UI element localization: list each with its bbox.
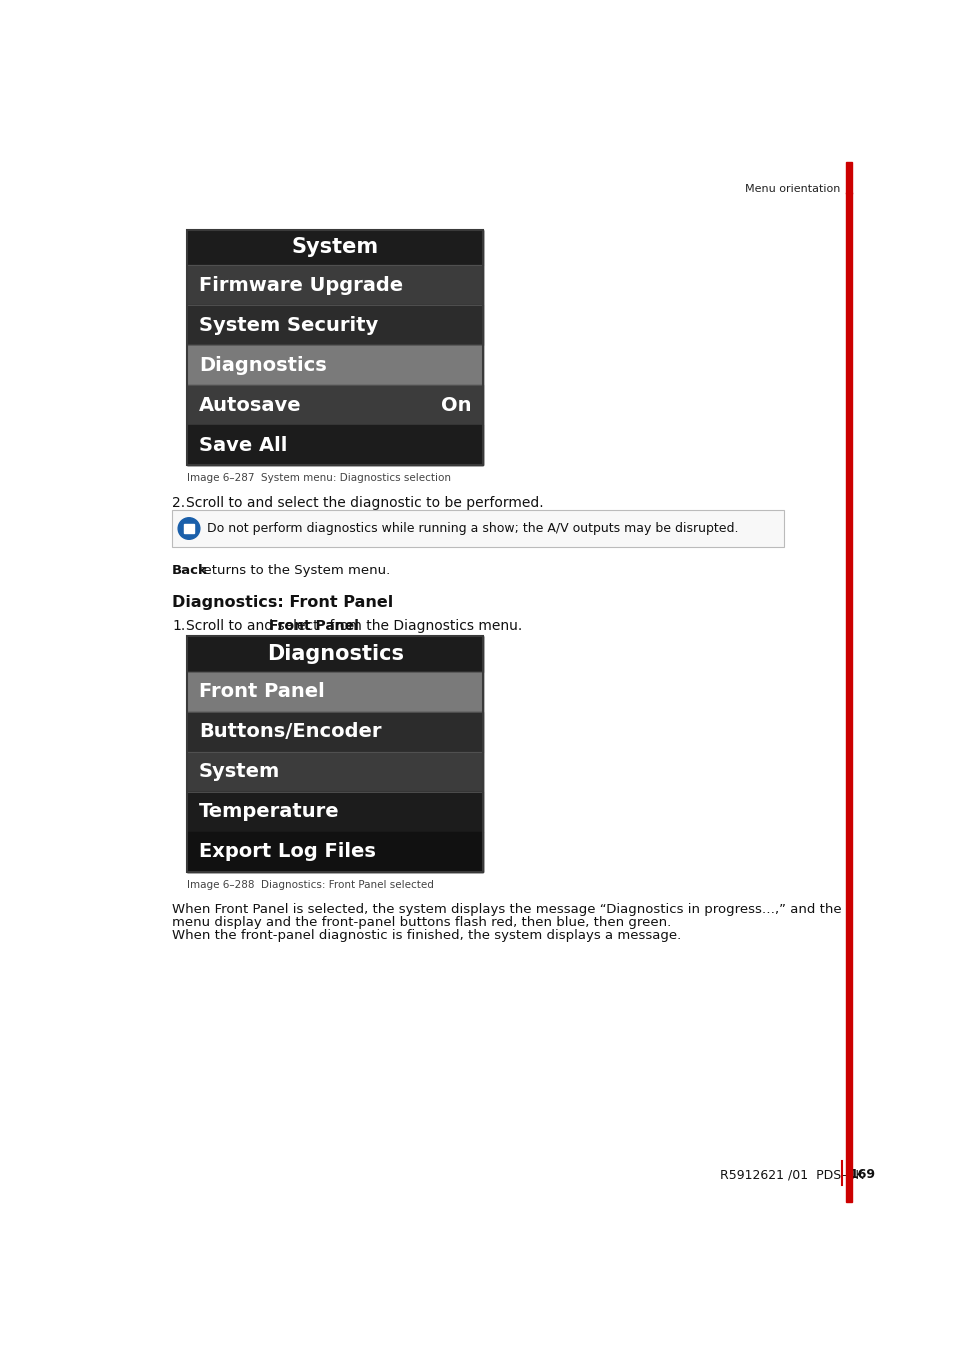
Bar xyxy=(187,265,483,305)
Bar xyxy=(172,510,783,547)
Text: returns to the System menu.: returns to the System menu. xyxy=(193,564,390,576)
Text: 1.: 1. xyxy=(172,620,185,633)
Bar xyxy=(845,162,852,1202)
Bar xyxy=(187,230,483,466)
Text: Image 6–287  System menu: Diagnostics selection: Image 6–287 System menu: Diagnostics sel… xyxy=(187,472,451,483)
Text: Autosave: Autosave xyxy=(199,396,301,414)
Text: When Front Panel is selected, the system displays the message “Diagnostics in pr: When Front Panel is selected, the system… xyxy=(172,903,841,915)
Text: Menu orientation: Menu orientation xyxy=(744,184,840,193)
Bar xyxy=(187,230,483,265)
Circle shape xyxy=(178,518,199,539)
Text: Scroll to and select: Scroll to and select xyxy=(186,620,322,633)
Bar xyxy=(187,832,483,872)
Bar xyxy=(187,346,483,385)
Text: menu display and the front-panel buttons flash red, then blue, then green.: menu display and the front-panel buttons… xyxy=(172,915,671,929)
Text: Firmware Upgrade: Firmware Upgrade xyxy=(199,275,403,294)
Text: Save All: Save All xyxy=(199,436,287,455)
Bar xyxy=(183,524,194,527)
Text: from the Diagnostics menu.: from the Diagnostics menu. xyxy=(324,620,521,633)
Text: Do not perform diagnostics while running a show; the A/V outputs may be disrupte: Do not perform diagnostics while running… xyxy=(207,522,738,535)
Text: Front Panel: Front Panel xyxy=(269,620,358,633)
Text: Image 6–288  Diagnostics: Front Panel selected: Image 6–288 Diagnostics: Front Panel sel… xyxy=(187,880,434,890)
Text: Front Panel: Front Panel xyxy=(199,682,324,701)
Text: Diagnostics: Diagnostics xyxy=(267,644,403,664)
Text: Export Log Files: Export Log Files xyxy=(199,842,375,861)
Bar xyxy=(187,425,483,466)
Bar xyxy=(183,528,194,529)
Bar xyxy=(187,752,483,792)
Bar xyxy=(187,385,483,425)
Text: R5912621 /01  PDS–4K: R5912621 /01 PDS–4K xyxy=(720,1168,862,1181)
Text: Buttons/Encoder: Buttons/Encoder xyxy=(199,722,381,741)
Text: Temperature: Temperature xyxy=(199,802,339,821)
Bar xyxy=(187,636,483,872)
Text: On: On xyxy=(441,396,472,414)
Text: Back: Back xyxy=(172,564,208,576)
Text: Diagnostics: Diagnostics xyxy=(199,356,327,375)
Bar xyxy=(187,305,483,346)
Text: 2.: 2. xyxy=(172,497,185,510)
Bar xyxy=(187,636,483,872)
Text: Diagnostics: Front Panel: Diagnostics: Front Panel xyxy=(172,595,393,610)
Bar xyxy=(187,230,483,466)
Bar xyxy=(183,531,194,533)
Text: System: System xyxy=(292,238,378,258)
Text: Scroll to and select the diagnostic to be performed.: Scroll to and select the diagnostic to b… xyxy=(186,497,543,510)
Bar xyxy=(187,636,483,672)
Text: 169: 169 xyxy=(848,1168,875,1181)
Text: When the front-panel diagnostic is finished, the system displays a message.: When the front-panel diagnostic is finis… xyxy=(172,929,680,942)
Text: System: System xyxy=(199,763,280,782)
Bar xyxy=(187,711,483,752)
Bar xyxy=(187,672,483,711)
Text: System Security: System Security xyxy=(199,316,378,335)
Bar xyxy=(187,792,483,832)
